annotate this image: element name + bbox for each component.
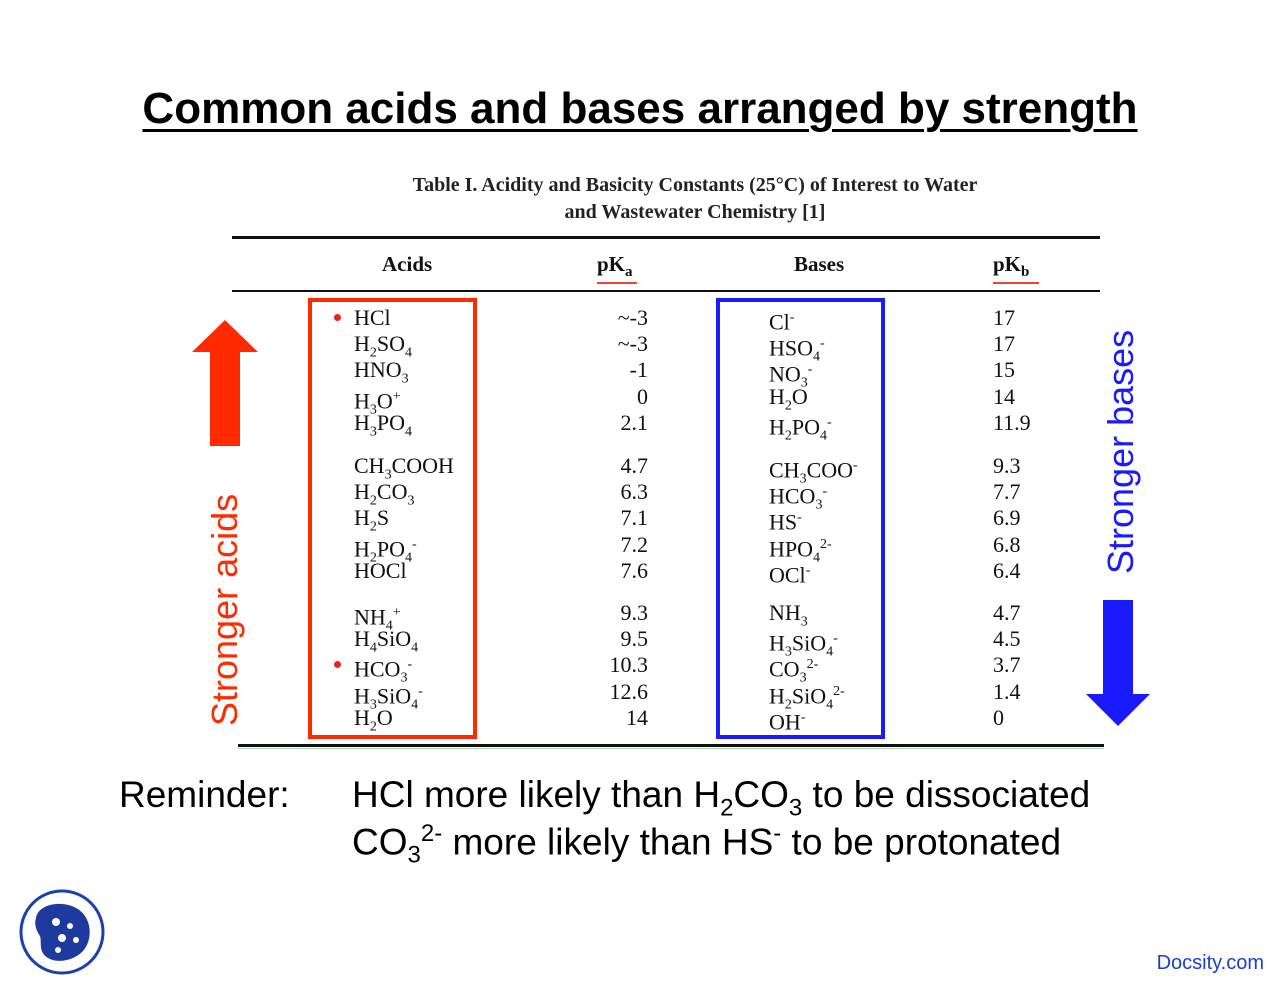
pkb-cell: 4.7: [993, 600, 1021, 625]
base-cell: CO32-: [769, 656, 819, 687]
acid-cell: H2S: [354, 505, 390, 535]
header-acids: Acids: [382, 252, 433, 276]
marker-dot: [334, 314, 341, 321]
reminder-label: Reminder:: [119, 774, 290, 815]
header-pka: pKa: [597, 252, 633, 281]
table-caption-line1: Table I. Acidity and Basicity Constants …: [412, 174, 978, 196]
pkb-cell: 9.3: [993, 453, 1021, 478]
pkb-cell: 14: [993, 383, 1015, 409]
base-cell: NO3-: [769, 361, 813, 392]
arrow-down-icon: [1086, 600, 1150, 726]
reminder-line-1: HCl more likely than H2CO3 to be dissoci…: [352, 774, 1091, 822]
pkb-cell: 6.4: [993, 557, 1021, 583]
table-caption-line2: and Wastewater Chemistry [1]: [564, 201, 826, 223]
pkb-cell: 17: [993, 331, 1015, 357]
pka-cell: 2.1: [620, 409, 649, 435]
pkb-cell: 1.4: [993, 678, 1021, 704]
acid-cell: HNO3: [354, 357, 409, 387]
pka-cell: 6.3: [620, 479, 649, 505]
table-top-rule: [232, 236, 1100, 239]
stronger-bases-label: Stronger bases: [1100, 329, 1141, 574]
reminder-line-2: CO32- more likely than HS- to be protona…: [352, 820, 1062, 869]
base-cell: OCl-: [769, 562, 811, 588]
pkb-cell: 3.7: [993, 652, 1021, 678]
acid-cell: NH4+: [354, 604, 401, 634]
base-cell: HPO42-: [769, 535, 832, 566]
pka-cell: 0: [637, 383, 648, 409]
pkb-cell: 11.9: [993, 409, 1031, 435]
acid-cell: HCO3-: [354, 656, 413, 687]
acid-cell: H4SiO4: [354, 626, 419, 656]
base-cell: Cl-: [769, 309, 795, 335]
pka-cell: 7.6: [620, 557, 649, 583]
pka-cell: 9.3: [620, 600, 649, 625]
table-header-rule: [232, 290, 1100, 292]
pka-cell: 10.3: [609, 652, 649, 678]
arrow-up-icon: [192, 320, 258, 446]
pka-cell: 12.6: [609, 678, 649, 704]
base-cell: NH3: [769, 600, 808, 630]
acid-cell: HOCl: [354, 557, 407, 583]
base-cell: H2PO4-: [769, 414, 832, 444]
pkb-cell: 6.8: [993, 531, 1021, 557]
acid-cell: H2O: [354, 704, 393, 735]
pkb-underline: [993, 282, 1039, 284]
base-cell: OH-: [769, 709, 806, 735]
pka-cell: 14: [626, 704, 648, 730]
pkb-cell: 4.5: [993, 626, 1021, 652]
pkb-cell: 7.7: [993, 479, 1021, 505]
acid-cell: H2PO4-: [354, 535, 417, 566]
pka-cell: 9.5: [620, 626, 649, 652]
base-cell: HS-: [769, 509, 802, 535]
bases-highlight-box: [716, 298, 885, 739]
base-cell: H2SiO42-: [769, 682, 845, 713]
pka-cell: ~-3: [617, 331, 648, 357]
acid-cell: HCl: [354, 305, 391, 330]
slide-title: Common acids and bases arranged by stren…: [142, 84, 1138, 133]
footer-brand: Docsity.com: [1156, 952, 1264, 974]
pkb-cell: 6.9: [993, 505, 1021, 531]
pka-cell: 7.2: [620, 531, 649, 557]
table-bottom-rule: [238, 744, 1104, 747]
acids-highlight-box: [308, 298, 477, 739]
pka-cell: ~-3: [617, 305, 648, 330]
acid-cell: H2CO3: [354, 479, 415, 509]
table-caption: Table I. Acidity and Basicity Constants …: [330, 172, 1060, 226]
marker-dot: [334, 661, 341, 669]
docsity-logo-icon: [19, 889, 105, 975]
header-bases: Bases: [794, 252, 845, 276]
base-cell: CH3COO-: [769, 457, 858, 487]
pkb-cell: 17: [993, 305, 1015, 330]
acid-cell: CH3COOH: [354, 453, 454, 483]
pka-cell: 4.7: [620, 453, 649, 478]
acid-cell: H3SiO4-: [354, 682, 423, 713]
base-cell: HCO3-: [769, 483, 828, 513]
acid-cell: H2SO4: [354, 331, 413, 361]
base-cell: H3SiO4-: [769, 630, 838, 660]
pkb-cell: 0: [993, 704, 1004, 730]
pka-cell: -1: [629, 357, 648, 383]
acid-cell: H3O+: [354, 387, 401, 418]
header-pkb: pKb: [993, 252, 1030, 281]
stronger-acids-label: Stronger acids: [204, 493, 245, 726]
acid-cell: H3PO4: [354, 409, 413, 440]
pka-cell: 7.1: [620, 505, 649, 531]
pka-underline: [597, 282, 637, 284]
base-cell: H2O: [769, 383, 808, 413]
base-cell: HSO4-: [769, 335, 825, 365]
pkb-cell: 15: [993, 357, 1015, 383]
table-bottom-rule-shadow: [238, 748, 1104, 749]
